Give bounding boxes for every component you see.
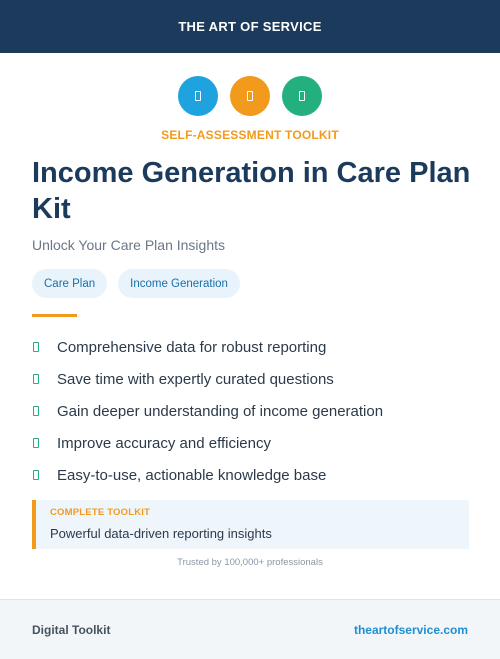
feature-item: Comprehensive data for robust reporting bbox=[32, 331, 383, 363]
blue-document-icon bbox=[178, 76, 218, 116]
check-icon bbox=[33, 374, 39, 384]
callout-label: COMPLETE TOOLKIT bbox=[50, 507, 151, 518]
feature-text: Gain deeper understanding of income gene… bbox=[57, 402, 384, 420]
feature-text: Comprehensive data for robust reporting bbox=[57, 338, 327, 356]
orange-document-icon bbox=[230, 76, 270, 116]
toolkit-callout: COMPLETE TOOLKIT Powerful data-driven re… bbox=[32, 500, 469, 549]
feature-text: Save time with expertly curated question… bbox=[57, 370, 334, 388]
tag-income-generation: Income Generation bbox=[118, 269, 240, 298]
check-icon bbox=[33, 406, 39, 416]
check-icon bbox=[33, 438, 39, 448]
subtitle: Unlock Your Care Plan Insights bbox=[32, 237, 225, 253]
tag-list: Care Plan Income Generation bbox=[32, 269, 240, 298]
website-link[interactable]: theartofservice.com bbox=[353, 622, 468, 637]
footer-bar: Digital Toolkit theartofservice.com bbox=[0, 599, 500, 659]
brand-name: THE ART OF SERVICE bbox=[178, 19, 322, 34]
page-title: Income Generation in Care Plan Kit bbox=[32, 157, 471, 225]
icon-row bbox=[0, 76, 500, 116]
check-icon bbox=[33, 342, 39, 352]
feature-text: Improve accuracy and efficiency bbox=[57, 434, 271, 452]
feature-item: Improve accuracy and efficiency bbox=[32, 427, 383, 459]
eyebrow-label: SELF-ASSESSMENT TOOLKIT bbox=[161, 128, 339, 142]
tag-care-plan: Care Plan bbox=[32, 269, 108, 298]
check-icon bbox=[33, 470, 39, 480]
trusted-note: Trusted by 100,000+ professionals bbox=[177, 557, 323, 568]
feature-list: Comprehensive data for robust reporting … bbox=[32, 331, 383, 491]
accent-divider bbox=[32, 314, 77, 317]
feature-item: Gain deeper understanding of income gene… bbox=[32, 395, 383, 427]
green-document-icon bbox=[282, 76, 322, 116]
feature-item: Easy-to-use, actionable knowledge base bbox=[32, 459, 383, 491]
feature-text: Easy-to-use, actionable knowledge base bbox=[57, 466, 327, 484]
feature-item: Save time with expertly curated question… bbox=[32, 363, 383, 395]
footer-label: Digital Toolkit bbox=[32, 622, 111, 637]
callout-text: Powerful data-driven reporting insights bbox=[50, 526, 272, 541]
header-bar: THE ART OF SERVICE bbox=[0, 0, 500, 53]
